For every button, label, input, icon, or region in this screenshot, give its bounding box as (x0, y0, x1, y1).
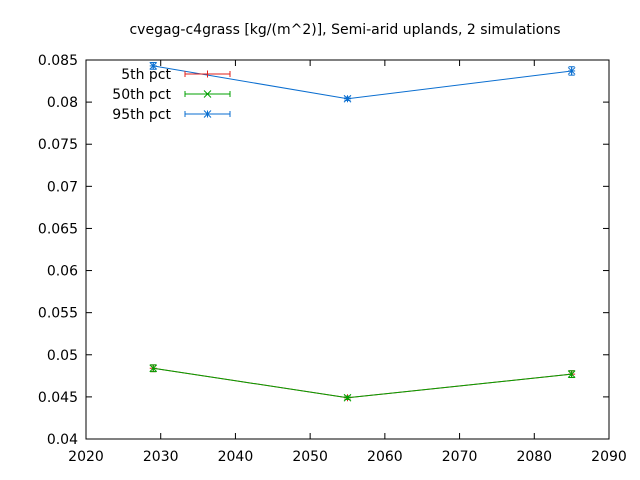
x-tick-label: 2080 (516, 449, 552, 465)
series-line (153, 367, 572, 399)
point-marker-d2 (567, 370, 576, 379)
point-marker-d2 (203, 110, 212, 118)
legend-label: 5th pct (121, 67, 171, 83)
point-marker-d2 (343, 393, 352, 402)
x-tick-label: 2020 (68, 449, 104, 465)
y-tick-label: 0.045 (38, 390, 78, 406)
y-tick-label: 0.05 (47, 348, 78, 364)
series-line (153, 367, 572, 399)
x-tick-label: 2070 (442, 449, 478, 465)
legend-label: 95th pct (112, 107, 171, 123)
y-tick-label: 0.04 (47, 432, 78, 448)
y-tick-label: 0.075 (38, 137, 78, 153)
point-marker-d2 (343, 94, 352, 103)
point-marker-d2 (149, 62, 158, 70)
legend: 5th pct 50th pct 95th pct (112, 67, 231, 123)
y-tick-label: 0.06 (47, 264, 78, 280)
point-marker-d2 (567, 67, 576, 75)
axes: 2020 2030 2040 2050 2060 2070 2080 2090 0.04 0.04… (38, 53, 627, 465)
y-tick-label: 0.055 (38, 306, 78, 322)
plot-frame (85, 59, 610, 440)
y-tick-label: 0.07 (47, 179, 78, 195)
y-tick-label: 0.08 (47, 95, 78, 111)
point-marker-d2 (203, 90, 212, 98)
series-95th-pct (149, 62, 576, 103)
y-tick-label: 0.065 (38, 221, 78, 237)
x-tick-label: 2050 (292, 449, 328, 465)
x-tick-label: 2040 (218, 449, 254, 465)
x-tick-label: 2030 (143, 449, 179, 465)
x-tick-label: 2090 (591, 449, 627, 465)
chart-title: cvegag-c4grass [kg/(m^2)], Semi-arid upl… (129, 22, 560, 38)
x-tick-label: 2060 (367, 449, 403, 465)
point-marker-d2 (149, 364, 158, 373)
y-tick-label: 0.085 (38, 53, 78, 69)
legend-label: 50th pct (112, 87, 171, 103)
series-layer (149, 62, 576, 402)
series-50th-pct (149, 364, 576, 402)
